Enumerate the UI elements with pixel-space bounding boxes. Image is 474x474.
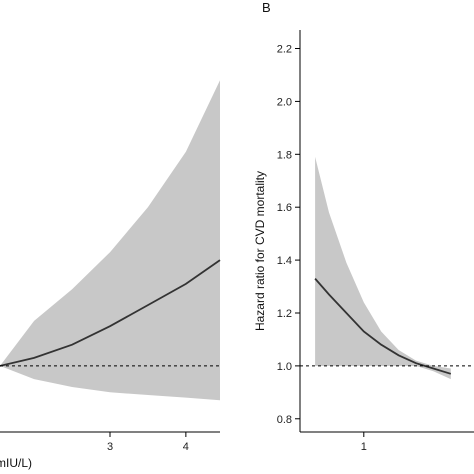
y-tick-label: 1.0 [277, 361, 292, 373]
y-tick-label: 2.2 [277, 44, 292, 56]
x-axis-label-a: mIU/L) [0, 456, 32, 470]
confidence-band-b [315, 156, 451, 380]
hazard-ratio-curve-b [314, 278, 452, 375]
x-tick-label: 4 [183, 441, 189, 453]
y-tick-label: 1.6 [277, 202, 292, 214]
confidence-band-a [0, 80, 220, 401]
x-tick-label: 1 [361, 441, 367, 453]
hazard-ratio-curve-a [0, 259, 221, 367]
y-tick-label: 1.2 [277, 308, 292, 320]
panel-b: 1 0.8 1.0 1.2 1.4 1.6 1.8 2.0 2.2 Hazard ratio fo… [253, 0, 474, 453]
y-axis-label-b: Hazard ratio for CVD mortality [253, 171, 267, 331]
x-tick-label: 3 [107, 441, 113, 453]
y-tick-label: 1.8 [277, 149, 292, 161]
panel-a: 3 4 mIU/L) [0, 80, 221, 470]
y-tick-label: 1.4 [277, 255, 292, 267]
y-tick-label: 0.8 [277, 414, 292, 426]
panel-label-b: B [262, 0, 271, 15]
y-tick-label: 2.0 [277, 96, 292, 108]
